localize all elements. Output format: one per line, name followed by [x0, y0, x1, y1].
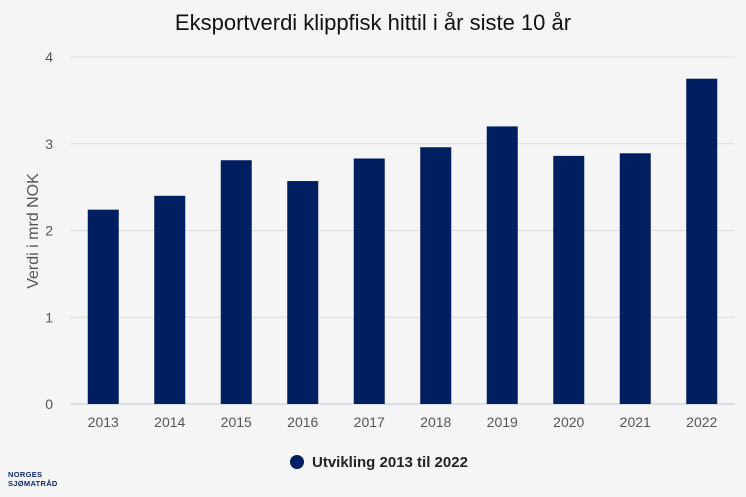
x-tick-label: 2019: [487, 414, 518, 430]
bar-2018[interactable]: [420, 147, 452, 404]
x-tick-label: 2018: [420, 414, 451, 430]
y-tick-label: 4: [45, 49, 53, 65]
brand-line-2: SJØMATRÅD: [8, 479, 58, 488]
x-tick-label: 2022: [686, 414, 717, 430]
bar-2014[interactable]: [154, 195, 186, 404]
bar-2013[interactable]: [87, 209, 119, 404]
bar-2015[interactable]: [220, 160, 252, 404]
bar-2021[interactable]: [619, 153, 651, 404]
y-tick-label: 0: [45, 396, 53, 412]
x-tick-label: 2021: [620, 414, 651, 430]
bar-2016[interactable]: [287, 181, 319, 404]
bar-2020[interactable]: [553, 155, 585, 404]
legend-marker: [290, 455, 304, 469]
bar-2022[interactable]: [686, 78, 718, 404]
brand-line-1: NORGES: [8, 470, 42, 479]
bars: [87, 78, 718, 405]
x-axis-ticks: 2013 2014 2015 2016 2017 2018 2019 2020 2021 2022: [88, 414, 718, 430]
brand-logo: NORGES SJØMATRÅD: [8, 470, 58, 488]
x-tick-label: 2016: [287, 414, 318, 430]
x-tick-label: 2015: [221, 414, 252, 430]
chart-title: Eksportverdi klippfisk hittil i år siste…: [175, 10, 571, 35]
x-tick-label: 2014: [154, 414, 185, 430]
y-axis-label: Verdi i mrd NOK: [25, 173, 42, 289]
legend-label: Utvikling 2013 til 2022: [312, 454, 468, 471]
y-tick-label: 1: [45, 309, 53, 325]
y-tick-label: 2: [45, 223, 53, 239]
y-tick-label: 3: [45, 136, 53, 152]
y-axis-ticks: 0 1 2 3 4: [45, 49, 53, 412]
bar-2017[interactable]: [353, 158, 385, 404]
x-tick-label: 2020: [553, 414, 584, 430]
x-tick-label: 2013: [88, 414, 119, 430]
bar-2019[interactable]: [486, 126, 518, 405]
legend[interactable]: Utvikling 2013 til 2022: [290, 454, 468, 471]
x-tick-label: 2017: [354, 414, 385, 430]
